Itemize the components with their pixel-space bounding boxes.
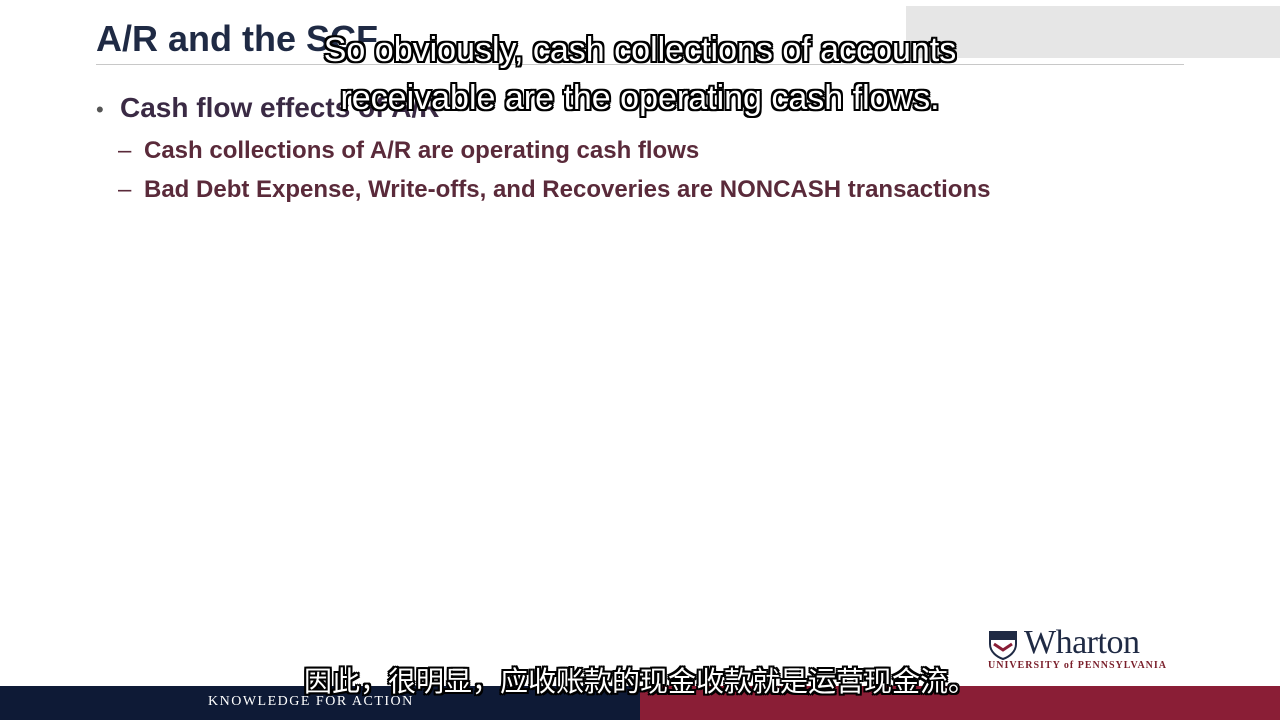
logo-subtitle: UNIVERSITY of PENNSYLVANIA (988, 660, 1167, 671)
sub-bullet-text: Cash collections of A/R are operating ca… (144, 137, 700, 164)
shield-icon (989, 631, 1017, 660)
footer-bar-navy (0, 686, 640, 720)
english-subtitle-line: So obviously, cash collections of accoun… (323, 31, 957, 69)
sub-bullet-item: – Bad Debt Expense, Write-offs, and Reco… (118, 176, 990, 204)
dash-icon: – (118, 137, 132, 164)
sub-bullet-item: – Cash collections of A/R are operating … (118, 137, 699, 165)
logo-wordmark: Wharton (1024, 624, 1140, 661)
footer-bar-red (640, 686, 1280, 720)
sub-bullet-text: Bad Debt Expense, Write-offs, and Recove… (144, 176, 991, 203)
english-subtitle-line: receivable are the operating cash flows. (340, 79, 940, 117)
footer-tagline: KNOWLEDGE FOR ACTION (208, 694, 414, 709)
title-divider (96, 64, 1184, 65)
bullet-item: • Cash flow effects of A/R (96, 92, 439, 124)
bullet-dot-icon: • (96, 97, 104, 122)
top-right-panel (906, 6, 1280, 58)
dash-icon: – (118, 176, 132, 203)
english-subtitle: So obviously, cash collections of accoun… (280, 26, 1000, 122)
wharton-logo: Wharton UNIVERSITY of PENNSYLVANIA (988, 624, 1188, 672)
bullet-text: Cash flow effects of A/R (120, 92, 440, 123)
slide-title: A/R and the SCF (96, 18, 379, 59)
chinese-subtitle: 因此，很明显，应收账款的现金收款就是运营现金流。 (303, 665, 976, 698)
